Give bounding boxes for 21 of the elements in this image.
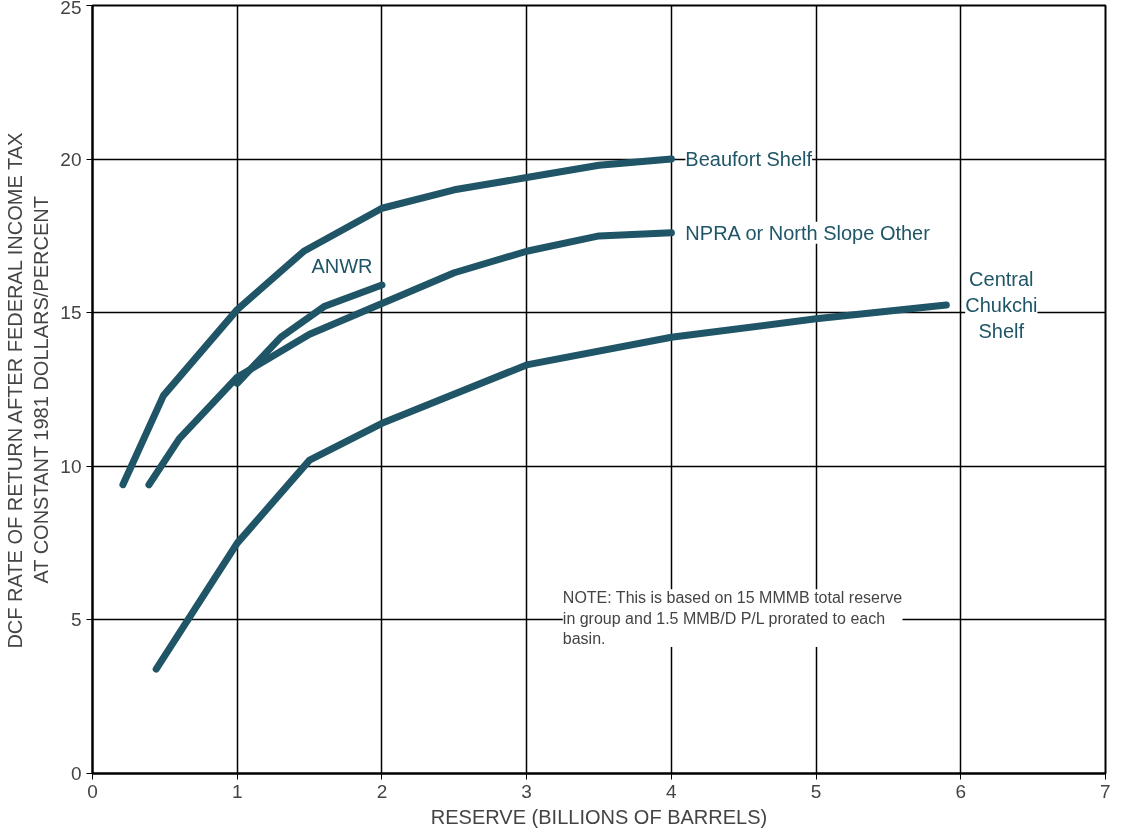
- x-tick-label: 3: [521, 780, 532, 802]
- x-tick-label: 2: [376, 780, 388, 802]
- series-label: Beaufort Shelf: [685, 148, 813, 171]
- y-tick-label: 0: [70, 763, 82, 784]
- x-tick-label: 4: [666, 780, 678, 802]
- x-tick-label: 0: [87, 780, 98, 802]
- x-axis-title: RESERVE (BILLIONS OF BARRELS): [430, 805, 768, 828]
- y-tick-label: 5: [70, 609, 82, 631]
- x-tick-label: 6: [955, 780, 967, 802]
- x-tick-label: 7: [1099, 780, 1111, 802]
- series-label: NPRA or North Slope Other: [685, 221, 931, 244]
- annotation: NOTE: This is based on 15 MMMB total reserve in group and 1.5 MMB/D P/L prorated to each basin.: [562, 589, 903, 647]
- y-tick-label: 25: [60, 0, 82, 18]
- x-tick-label: 5: [810, 780, 822, 802]
- y-axis-title: DCF RATE OF RETURN AFTER FEDERAL INCOME TAX AT CONSTANT 1981 DOLLARS/PERCENT: [3, 132, 53, 649]
- series-label: ANWR: [311, 255, 373, 278]
- x-tick-label: 1: [231, 780, 243, 802]
- y-tick-label: 20: [60, 148, 82, 170]
- y-tick-label: 15: [60, 302, 82, 324]
- series-label: Central Chukchi Shelf: [965, 267, 1038, 343]
- y-tick-label: 10: [60, 455, 82, 477]
